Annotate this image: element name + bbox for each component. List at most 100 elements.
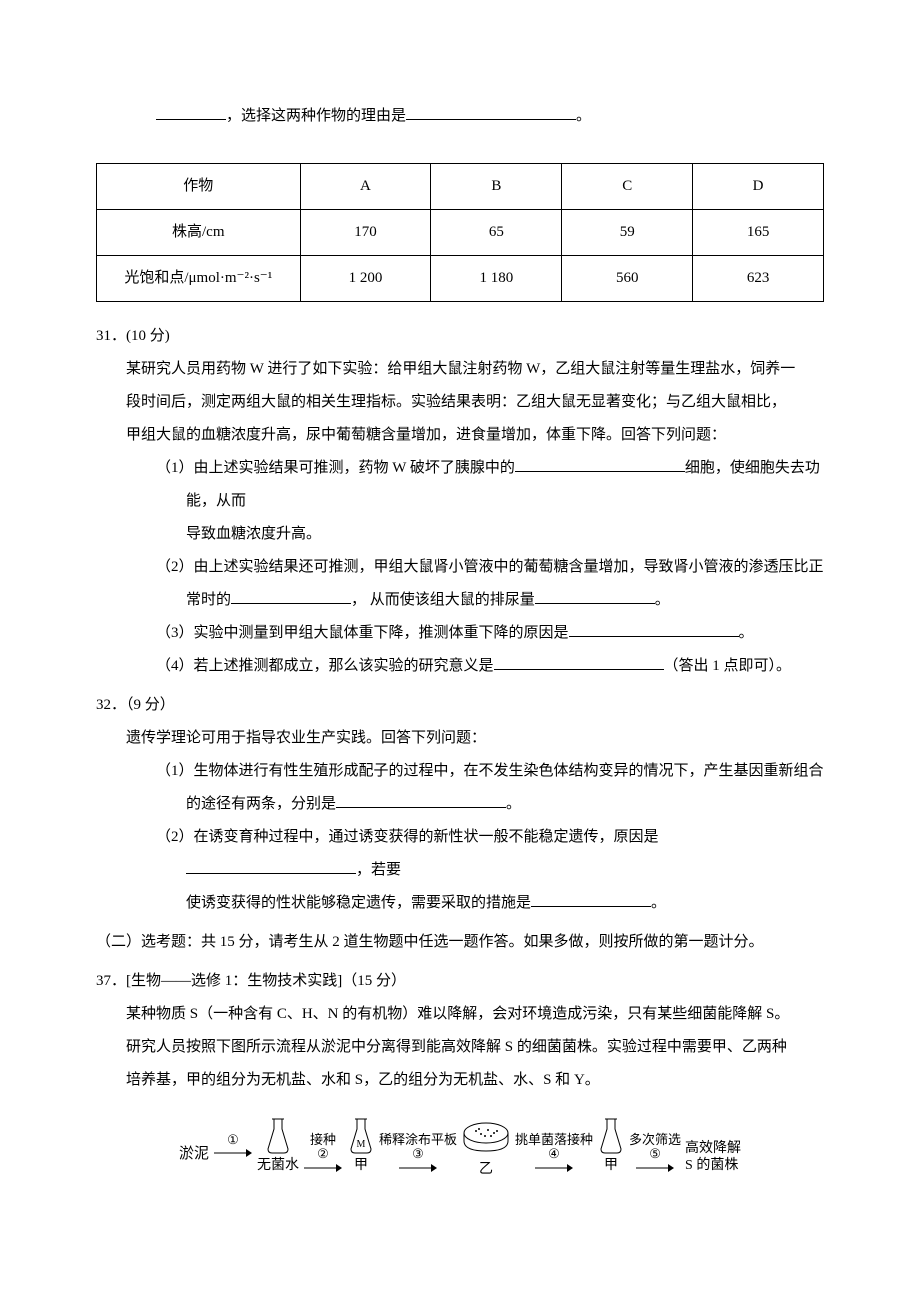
arrow-icon — [535, 1162, 573, 1174]
blank — [156, 104, 226, 120]
crop-table: 作物 A B C D 株高/cm 170 65 59 165 光饱和点/μmol… — [96, 163, 824, 302]
sub-question-4: （4）若上述推测都成立，那么该实验的研究意义是（答出 1 点即可）。 — [156, 650, 824, 683]
flowchart: 淤泥 ① 无菌水 接种 ② — [96, 1115, 824, 1179]
flow-start: 淤泥 — [179, 1115, 209, 1165]
text: （4）若上述推测都成立，那么该实验的研究意义是 — [156, 658, 494, 674]
sub-question-2: （2）由上述实验结果还可推测，甲组大鼠肾小管液中的葡萄糖含量增加，导致肾小管液的… — [156, 551, 824, 584]
blank — [569, 621, 739, 637]
text: 常时的 — [186, 592, 231, 608]
paragraph: 段时间后，测定两组大鼠的相关生理指标。实验结果表明：乙组大鼠无显著变化；与乙组大… — [126, 386, 824, 419]
arrow-icon — [399, 1162, 437, 1174]
text: （1）由上述实验结果可推测，药物 W 破坏了胰腺中的 — [156, 460, 515, 476]
flow-arrow-4: 挑单菌落接种 ④ — [515, 1115, 593, 1174]
paragraph: 遗传学理论可用于指导农业生产实践。回答下列问题： — [126, 722, 824, 755]
question-number: 32．（9 分） — [96, 697, 175, 713]
blank — [336, 792, 506, 808]
text: ，若要 — [356, 862, 401, 878]
text: （二）选考题：共 15 分，请考生从 2 道生物题中任选一题作答。如果多做，则按… — [96, 934, 764, 950]
table-cell: 1 200 — [300, 256, 431, 302]
flow-arrow-3: 稀释涂布平板 ③ — [379, 1115, 457, 1174]
flow-end-line: S 的菌株 — [685, 1158, 741, 1175]
blank — [535, 588, 655, 604]
paragraph: 培养基，甲的组分为无机盐、水和 S，乙的组分为无机盐、水、S 和 Y。 — [126, 1064, 824, 1097]
flow-start-label: 淤泥 — [179, 1145, 209, 1165]
paragraph: 某种物质 S（一种含有 C、H、N 的有机物）难以降解，会对环境造成污染，只有某… — [126, 998, 824, 1031]
paragraph: 甲组大鼠的血糖浓度升高，尿中葡萄糖含量增加，进食量增加，体重下降。回答下列问题： — [126, 419, 824, 452]
text: （1）生物体进行有性生殖形成配子的过程中，在不发生染色体结构变异的情况下，产生基… — [156, 763, 824, 779]
blank — [531, 891, 651, 907]
table-cell: 光饱和点/μmol·m⁻²·s⁻¹ — [97, 256, 301, 302]
table-cell: 623 — [693, 256, 824, 302]
flask-icon: M — [347, 1115, 375, 1155]
blank — [406, 104, 576, 120]
sub-question-1-cont: 导致血糖浓度升高。 — [126, 518, 824, 551]
text: （3）实验中测量到甲组大鼠体重下降，推测体重下降的原因是 — [156, 625, 569, 641]
flow-step-top: 多次筛选 — [629, 1133, 681, 1147]
text: （2）在诱变育种过程中，通过诱变获得的新性状一般不能稳定遗传，原因是 — [156, 829, 659, 845]
sub-question-2-cont: 常时的 ， 从而使该组大鼠的排尿量 。 — [126, 584, 824, 617]
flow-step-num: ⑤ — [649, 1147, 661, 1161]
table-header: B — [431, 164, 562, 210]
flow-node-1: 无菌水 — [257, 1115, 299, 1175]
flow-end: 高效降解 S 的菌株 — [685, 1115, 741, 1175]
text: 。 — [655, 592, 670, 608]
arrow-icon — [304, 1162, 342, 1174]
text: ，选择这两种作物的理由是 — [226, 108, 406, 124]
table-cell: 65 — [431, 210, 562, 256]
table-header: D — [693, 164, 824, 210]
text: 使诱变获得的性状能够稳定遗传，需要采取的措施是 — [186, 895, 531, 911]
sub-question-2-cont: 使诱变获得的性状能够稳定遗传，需要采取的措施是 。 — [126, 887, 824, 920]
svg-text:M: M — [357, 1139, 366, 1150]
arrow-icon — [636, 1162, 674, 1174]
flow-arrow-2: 接种 ② — [303, 1115, 343, 1174]
flow-node-label: 无菌水 — [257, 1157, 299, 1175]
table-cell: 560 — [562, 256, 693, 302]
table-row: 作物 A B C D — [97, 164, 824, 210]
flow-step-num: ① — [227, 1133, 239, 1147]
flow-node-3: 乙 — [461, 1115, 511, 1179]
flow-arrow-1: ① — [213, 1115, 253, 1159]
paragraph: 研究人员按照下图所示流程从淤泥中分离得到能高效降解 S 的细菌菌株。实验过程中需… — [126, 1031, 824, 1064]
petri-dish-icon — [461, 1115, 511, 1159]
flow-node-2: M 甲 — [347, 1115, 375, 1175]
text: （2）由上述实验结果还可推测，甲组大鼠肾小管液中的葡萄糖含量增加，导致肾小管液的… — [156, 559, 824, 575]
table-cell: 165 — [693, 210, 824, 256]
blank — [231, 588, 351, 604]
table-cell: 170 — [300, 210, 431, 256]
flask-icon — [264, 1115, 292, 1155]
flask-icon — [597, 1115, 625, 1155]
sub-question-1-cont: 的途径有两条，分别是。 — [126, 788, 824, 821]
flow-node-label: 乙 — [479, 1161, 493, 1179]
question-31: 31．(10 分) 某研究人员用药物 W 进行了如下实验：给甲组大鼠注射药物 W… — [96, 320, 824, 683]
text: 。 — [506, 796, 521, 812]
question-32: 32．（9 分） 遗传学理论可用于指导农业生产实践。回答下列问题： （1）生物体… — [96, 689, 824, 920]
flow-step-top: 接种 — [310, 1133, 336, 1147]
prev-page-continuation: ，选择这两种作物的理由是。 — [96, 100, 824, 133]
paragraph: 某研究人员用药物 W 进行了如下实验：给甲组大鼠注射药物 W，乙组大鼠注射等量生… — [126, 353, 824, 386]
table-row: 光饱和点/μmol·m⁻²·s⁻¹ 1 200 1 180 560 623 — [97, 256, 824, 302]
sub-question-2: （2）在诱变育种过程中，通过诱变获得的新性状一般不能稳定遗传，原因是 ，若要 — [156, 821, 824, 887]
blank — [515, 456, 685, 472]
blank — [186, 858, 356, 874]
flow-node-4: 甲 — [597, 1115, 625, 1175]
blank — [494, 654, 664, 670]
sub-question-3: （3）实验中测量到甲组大鼠体重下降，推测体重下降的原因是 。 — [156, 617, 824, 650]
table-header: 作物 — [97, 164, 301, 210]
table-cell: 59 — [562, 210, 693, 256]
text: 导致血糖浓度升高。 — [186, 526, 321, 542]
flow-step-num: ③ — [412, 1147, 424, 1161]
text: 。 — [651, 895, 666, 911]
sub-question-1: （1）由上述实验结果可推测，药物 W 破坏了胰腺中的细胞，使细胞失去功能，从而 — [156, 452, 824, 518]
flow-step-num: ④ — [548, 1147, 560, 1161]
flow-end-line: 高效降解 — [685, 1141, 741, 1158]
table-row: 株高/cm 170 65 59 165 — [97, 210, 824, 256]
text: ， 从而使该组大鼠的排尿量 — [351, 592, 535, 608]
question-37: 37．[生物——选修 1：生物技术实践]（15 分） 某种物质 S（一种含有 C… — [96, 965, 824, 1179]
flow-arrow-5: 多次筛选 ⑤ — [629, 1115, 681, 1174]
text: 。 — [739, 625, 754, 641]
table-cell: 株高/cm — [97, 210, 301, 256]
flow-node-label: 甲 — [604, 1157, 618, 1175]
table-header: A — [300, 164, 431, 210]
arrow-icon — [214, 1147, 252, 1159]
flow-step-num: ② — [317, 1147, 329, 1161]
